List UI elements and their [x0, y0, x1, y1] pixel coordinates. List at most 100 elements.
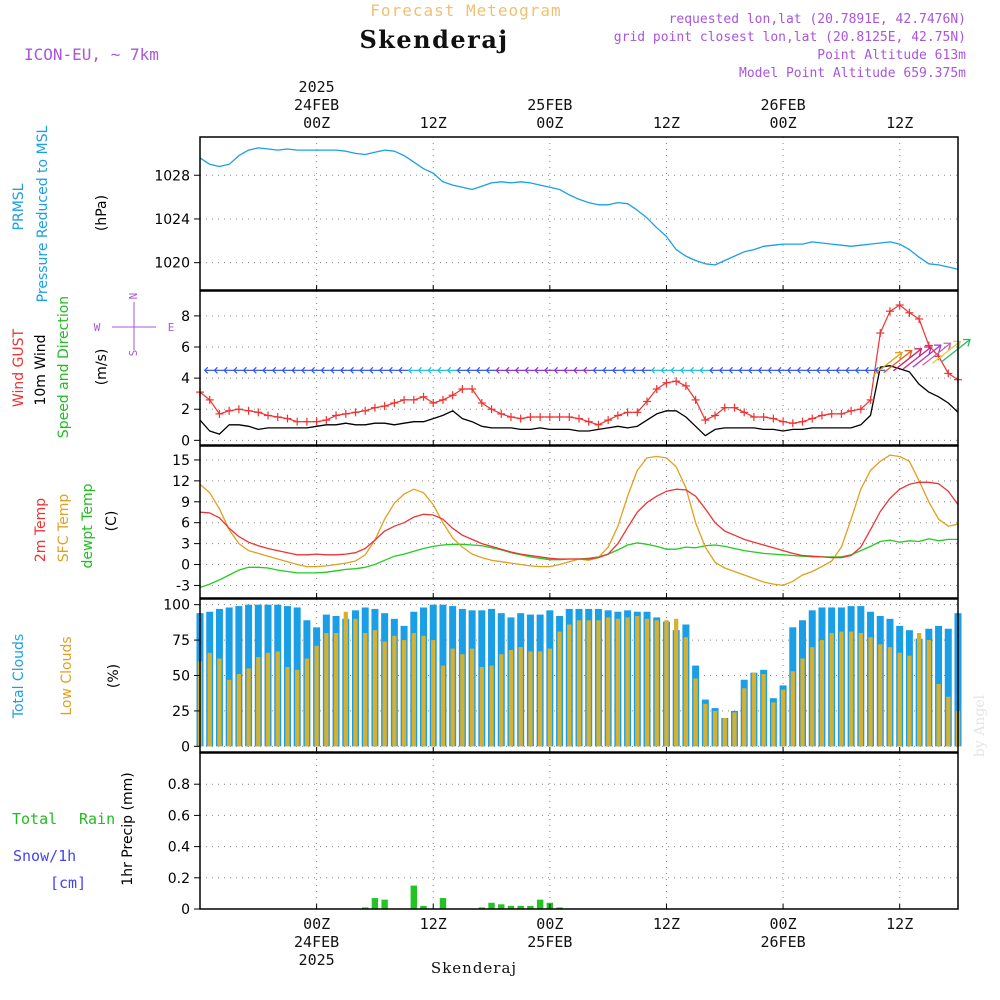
- wind-arrow-head: [407, 366, 413, 374]
- y-tick-label: 0: [181, 433, 190, 449]
- wind-arrow-strong: [931, 340, 962, 364]
- temp-labels: 2m Temp SFC Temp dewpt Temp (C): [33, 483, 120, 568]
- low-cloud-bar: [625, 617, 630, 747]
- gust-marker: [779, 417, 788, 426]
- gust-marker: [876, 329, 885, 337]
- precip-bar: [556, 907, 563, 909]
- chart-subtitle: Forecast Meteogram: [370, 1, 561, 20]
- y-tick-label: 6: [181, 340, 190, 356]
- gust-marker: [847, 406, 856, 415]
- wind-arrow-head: [388, 366, 393, 374]
- low-cloud-bar: [761, 674, 766, 747]
- wind-arrow: [233, 366, 244, 374]
- low-cloud-bar: [712, 710, 718, 747]
- low-cloud-bar: [946, 696, 951, 747]
- wind-arrow-head: [631, 366, 636, 374]
- gust-marker: [555, 413, 564, 421]
- top-time-label: 12Z: [886, 114, 913, 132]
- wind-arrow: [310, 366, 322, 374]
- wind-arrow: [854, 366, 866, 374]
- wind-arrow-strong-head: [933, 344, 942, 353]
- gust-marker: [613, 411, 622, 420]
- precip-bar: [527, 905, 534, 909]
- low-cloud-bar: [528, 651, 533, 747]
- gust-marker: [468, 385, 477, 393]
- y-tick-label: 0: [181, 739, 190, 755]
- y-tick-label: 1024: [154, 212, 190, 228]
- gust-marker: [681, 381, 690, 390]
- low-cloud-bar: [887, 647, 893, 747]
- gust-marker: [545, 413, 554, 421]
- wind-arrow: [203, 366, 215, 374]
- wind-arrow-strong: [902, 346, 932, 370]
- wind-arrow-head: [728, 366, 733, 374]
- precip-bar: [439, 898, 447, 909]
- wind-arrow-head: [786, 366, 792, 374]
- clouds-unit: (%): [106, 664, 122, 688]
- wind-arrow: [816, 366, 827, 374]
- total-cloud-bar: [944, 628, 952, 747]
- wind-arrow-head: [543, 366, 549, 374]
- dewpt-label: dewpt Temp: [80, 483, 96, 568]
- low-cloud-bar: [265, 652, 271, 747]
- wind-arrow-head: [592, 366, 597, 374]
- top-time-label: 2025: [299, 78, 335, 96]
- wind-arrow: [631, 366, 643, 374]
- gust-marker: [565, 413, 574, 421]
- wind-arrow-head: [398, 366, 403, 374]
- wind-arrow: [407, 366, 419, 374]
- compass-w: W: [94, 321, 101, 334]
- wind-arrow-head: [475, 366, 481, 374]
- wind-arrow-strong-head: [924, 346, 932, 355]
- panel-frame-temperature: [199, 445, 959, 599]
- chart-title: Skenderaj: [359, 25, 508, 54]
- low-cloud-bar: [936, 684, 941, 747]
- gust-marker: [254, 408, 263, 417]
- y-tick-label: 3: [181, 537, 190, 553]
- gust-marker: [837, 409, 846, 418]
- wind-arrow: [223, 366, 235, 374]
- wind-arrow-strong-head: [894, 351, 903, 360]
- low-cloud-bar: [246, 668, 251, 747]
- low-cloud-bar: [868, 637, 873, 747]
- gust-marker: [429, 399, 438, 407]
- gust-marker: [409, 395, 418, 404]
- gust-marker: [283, 414, 292, 423]
- bottom-time-label: 00Z: [770, 915, 797, 933]
- wind-arrow: [543, 366, 555, 374]
- wind-arrow-head: [233, 366, 238, 374]
- low-cloud-bar: [285, 667, 290, 747]
- wind-arrow: [330, 366, 342, 374]
- temp-unit: (C): [104, 511, 120, 532]
- gust-marker: [584, 417, 593, 426]
- low-cloud-bar: [217, 658, 222, 747]
- gust-marker: [623, 408, 632, 417]
- gust-marker: [740, 408, 749, 417]
- model-altitude: Model Point Altitude 659.375m: [739, 66, 966, 81]
- gust-marker: [711, 411, 720, 420]
- gust-marker: [264, 411, 273, 420]
- prmsl-label: PRMSL: [11, 183, 27, 230]
- wind-arrow-strong-shaft: [883, 350, 913, 374]
- gust-marker: [672, 377, 681, 386]
- low-cloud-bar: [606, 617, 611, 747]
- wind-arrow-head: [748, 366, 753, 374]
- gust-marker: [438, 395, 447, 404]
- gust-marker: [244, 406, 253, 415]
- bottom-time-label: 00Z: [536, 915, 563, 933]
- footer-location: Skenderaj: [431, 959, 517, 977]
- bottom-time-label: 25FEB: [527, 933, 572, 951]
- bottom-time-label: 12Z: [886, 915, 913, 933]
- wind-arrow: [320, 366, 332, 374]
- wind-arrow: [650, 366, 662, 374]
- gust-marker: [516, 414, 525, 423]
- wind-arrow-strong: [873, 351, 903, 376]
- low-cloud-bar: [207, 652, 212, 747]
- y-tick-label: 0.4: [168, 840, 190, 856]
- wind-arrow-strong-shaft: [873, 352, 903, 376]
- wind-arrow: [417, 366, 429, 374]
- low-cloud-bar: [469, 648, 475, 747]
- wind-arrow-strong: [912, 344, 942, 368]
- wind-arrow-head: [670, 366, 675, 374]
- low-cloud-bar: [751, 672, 757, 747]
